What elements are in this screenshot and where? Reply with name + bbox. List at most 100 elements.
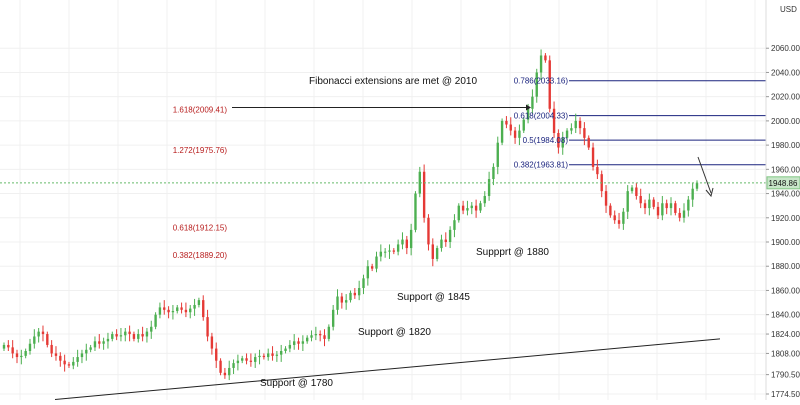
candle-body: [288, 344, 292, 349]
candle-body: [522, 119, 525, 131]
candle-body: [340, 296, 344, 303]
candle-body: [254, 357, 257, 362]
candle-body: [444, 239, 447, 243]
candle-body: [613, 215, 616, 221]
candle-body: [587, 137, 590, 148]
candle-body: [639, 195, 642, 204]
candle-body: [297, 341, 300, 344]
candle-body: [20, 355, 23, 358]
price-tick-label: 1920.00: [771, 214, 800, 223]
candle-body: [15, 353, 19, 358]
candle-body: [418, 171, 421, 194]
candle-body: [331, 309, 335, 327]
candle-body: [128, 331, 131, 335]
candle-body: [474, 205, 478, 211]
candle-body: [310, 335, 313, 338]
candle-body: [513, 130, 517, 138]
candle-body: [578, 120, 582, 129]
candle-body: [431, 244, 434, 259]
candle-body: [674, 203, 677, 213]
candle-body: [470, 205, 473, 209]
annotation-support-1845: Support @ 1845: [397, 292, 470, 303]
candle-body: [202, 300, 205, 318]
candle-body: [11, 347, 14, 354]
annotation-fib-ext-met: Fibonacci extensions are met @ 2010: [309, 76, 477, 87]
candle-body: [154, 314, 157, 327]
candle-body: [206, 317, 209, 337]
candle-body: [193, 304, 196, 309]
candle-body: [362, 278, 365, 289]
candle-body: [596, 166, 599, 175]
candle-body: [609, 205, 612, 216]
candle-body: [98, 341, 101, 344]
candle-body: [267, 353, 270, 358]
price-tick-label: 1774.50: [771, 390, 800, 399]
candle-body: [366, 266, 370, 279]
candle-body: [379, 251, 383, 257]
candle-body: [388, 250, 391, 252]
candle-body: [561, 137, 564, 148]
support-trendline: [54, 338, 721, 400]
candle-body: [643, 203, 647, 209]
candle-body: [461, 205, 465, 211]
price-tick-label: 1940.00: [771, 190, 800, 199]
candle-body: [505, 120, 508, 125]
candle-body: [544, 55, 547, 61]
candle-body: [223, 372, 227, 376]
candle-body: [669, 203, 673, 209]
candle-body: [349, 292, 352, 301]
fib-extension-label: 1.272(1975.76): [173, 146, 228, 155]
candle-body: [682, 210, 686, 218]
candle-body: [531, 96, 534, 109]
candle-body: [392, 250, 396, 252]
candle-body: [327, 326, 331, 339]
candle-body: [124, 331, 127, 336]
candle-body: [163, 307, 166, 310]
candle-body: [526, 108, 530, 120]
price-tick-label: 1840.00: [771, 311, 800, 320]
extension-pointer-arrowhead: [526, 104, 531, 111]
price-tick-label: 1960.00: [771, 165, 800, 174]
candle-body: [427, 217, 430, 245]
candle-body: [453, 220, 456, 230]
candle-body: [89, 347, 92, 350]
candle-body: [370, 266, 374, 269]
price-tick-label: 1980.00: [771, 141, 800, 150]
candle-body: [665, 203, 668, 209]
current-price-box[interactable]: [766, 176, 800, 190]
candle-body: [249, 360, 253, 362]
candle-body: [189, 308, 192, 313]
candle-body: [535, 72, 538, 97]
candle-body: [422, 171, 426, 218]
annotation-support-1820: Support @ 1820: [358, 327, 431, 338]
candle-body: [661, 203, 664, 216]
candle-body: [33, 336, 36, 344]
candle-body: [617, 220, 621, 224]
candle-body: [678, 212, 681, 218]
candle-body: [570, 128, 573, 131]
price-axis[interactable]: 2060.00 2040.00 2020.00 2000.00 1980.00 1960.…: [765, 0, 800, 400]
candle-body: [383, 251, 387, 253]
candle-body: [375, 256, 378, 269]
candle-body: [50, 344, 53, 354]
candle-body: [24, 351, 27, 356]
candle-body: [301, 341, 305, 344]
candle-body: [353, 292, 357, 296]
candle-body: [63, 360, 66, 365]
candle-body: [145, 331, 149, 337]
candle-body: [318, 334, 322, 336]
candle-body: [115, 334, 118, 337]
projection-arrowhead: [705, 187, 714, 198]
price-tick-label: 1790.50: [771, 371, 800, 380]
candle-body: [280, 351, 283, 355]
candle-body: [401, 239, 404, 245]
candle-body: [496, 142, 499, 167]
candle-body: [197, 300, 201, 305]
candle-body: [236, 360, 240, 364]
candle-body: [565, 130, 569, 138]
candle-body: [219, 360, 222, 373]
candle-body: [210, 336, 214, 349]
candle-body: [479, 203, 482, 211]
